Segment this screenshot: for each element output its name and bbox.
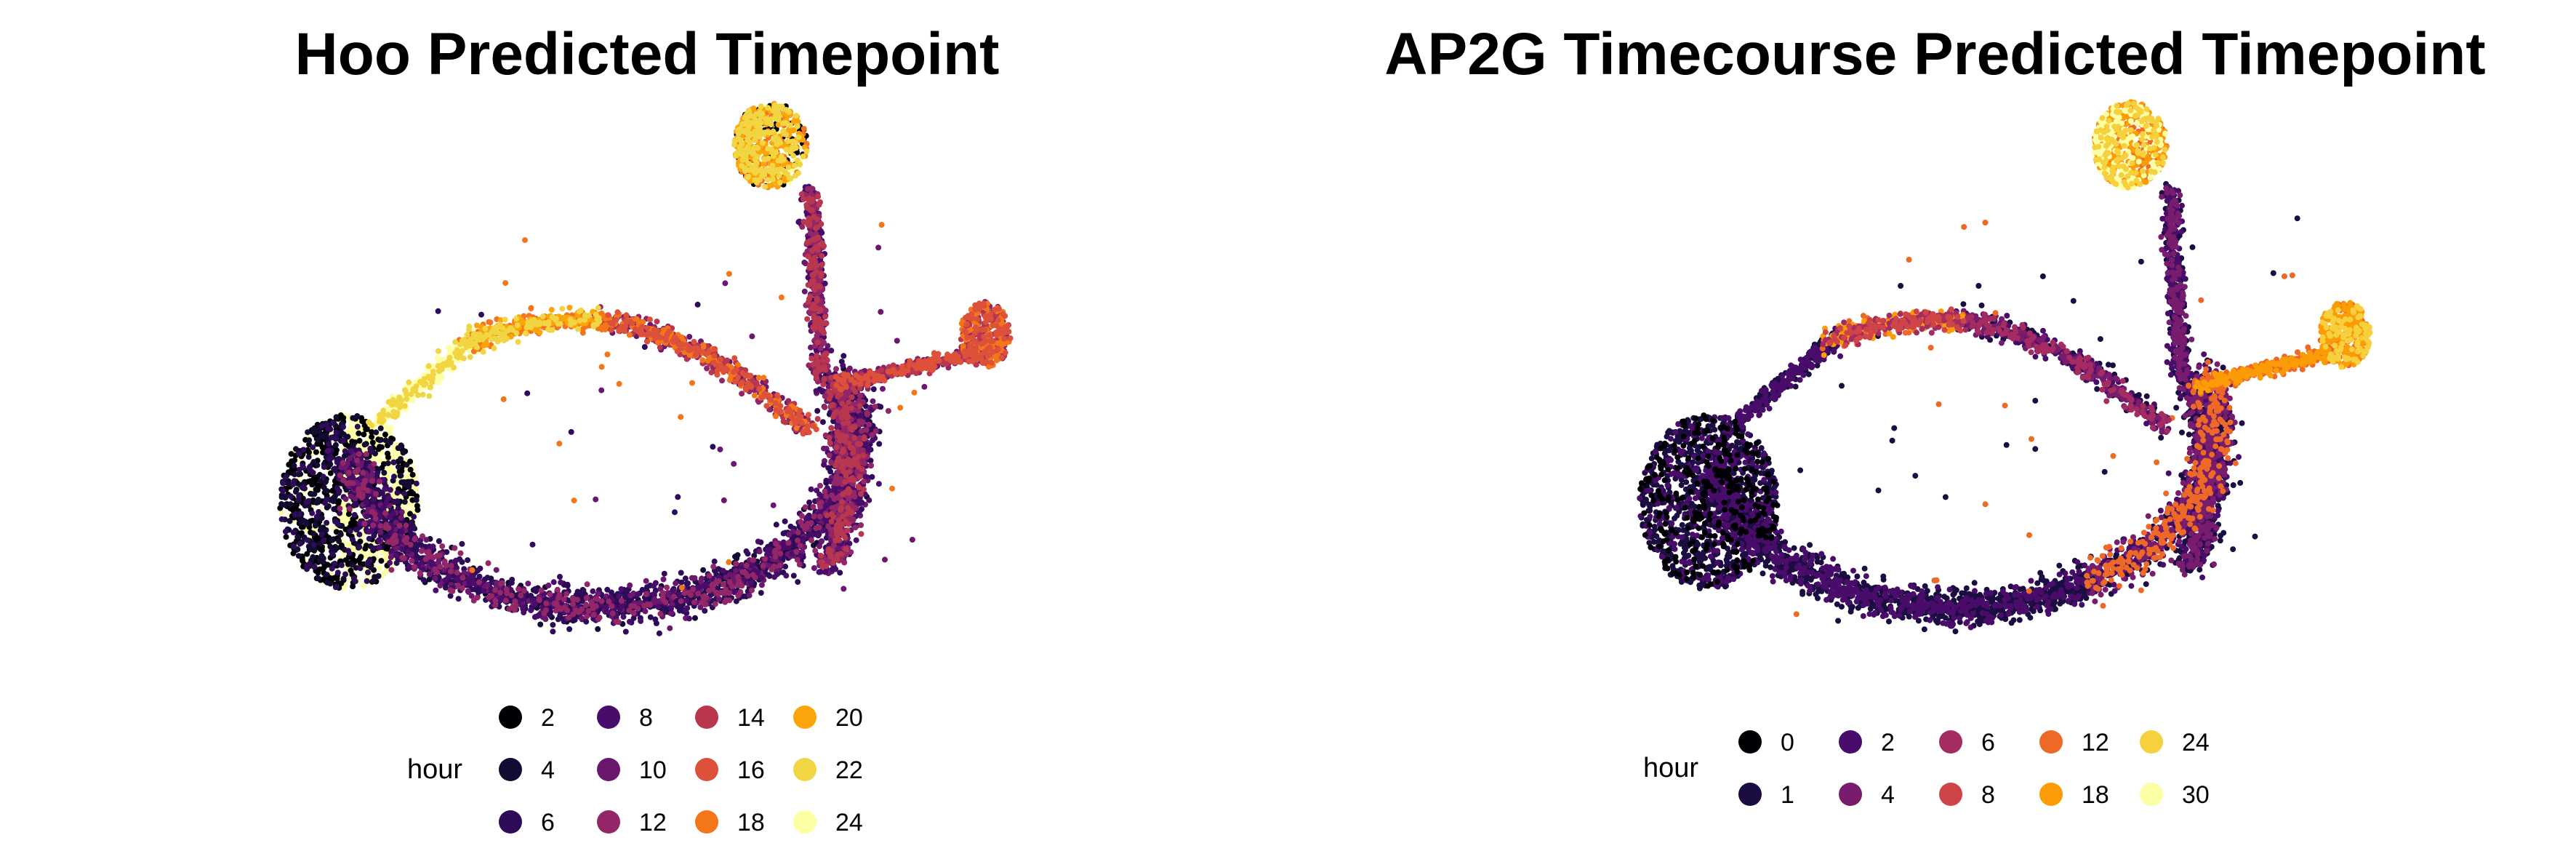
chart-title: Hoo Predicted Timepoint <box>294 21 1000 87</box>
chart-panel-hoo: Hoo Predicted Timepoint hour 2 4 6 8 10 12 14 16… <box>277 21 1014 836</box>
point-group <box>598 191 1011 570</box>
legend-swatch <box>597 758 620 781</box>
legend-swatch <box>597 706 620 729</box>
legend-label: 12 <box>639 809 667 836</box>
legend-label: 24 <box>835 809 863 836</box>
legend-label: 6 <box>541 809 555 836</box>
chart-title: AP2G Timecourse Predicted Timepoint <box>1384 21 2486 87</box>
legend-swatch <box>2140 783 2163 806</box>
legend-label: 8 <box>639 704 653 732</box>
chart-panel-ap2g: AP2G Timecourse Predicted Timepoint hour… <box>1294 0 2576 859</box>
point-group <box>605 300 1014 437</box>
legend-label: 18 <box>2082 781 2109 809</box>
legend-swatch <box>499 706 522 729</box>
legend-label: 10 <box>639 756 667 784</box>
legend-label: 24 <box>2182 729 2210 756</box>
legend-label: 16 <box>737 756 765 784</box>
legend-label: 2 <box>1881 729 1895 756</box>
legend-label: 0 <box>1781 729 1794 756</box>
legend-label: 6 <box>1981 729 1995 756</box>
point-group <box>1822 306 1967 348</box>
point-group <box>456 105 1012 591</box>
legend-swatch <box>499 810 522 834</box>
legend-swatch <box>1738 730 1762 754</box>
legend-label: 2 <box>541 704 555 732</box>
legend-label: 22 <box>835 756 863 784</box>
legend-label: 14 <box>737 704 765 732</box>
legend-swatch <box>2039 730 2063 754</box>
point-group <box>2092 100 2373 370</box>
legend-swatch <box>2039 783 2063 806</box>
legend-label: 4 <box>541 756 555 784</box>
legend-label: 8 <box>1981 781 1995 809</box>
legend-swatch <box>793 758 816 781</box>
point-group <box>1960 185 2238 604</box>
scatter-points <box>1637 99 2373 635</box>
legend-swatch <box>1738 783 1762 806</box>
legend-label: 1 <box>1781 781 1794 809</box>
point-group <box>1820 308 2172 434</box>
legend-swatch <box>2140 730 2163 754</box>
scatter-points <box>277 100 1014 636</box>
point-group <box>366 102 810 428</box>
legend-swatch <box>695 706 718 729</box>
legend-swatch <box>1939 730 1962 754</box>
legend-swatch <box>1839 783 1862 806</box>
legend-label: 4 <box>1881 781 1895 809</box>
legend-swatch <box>1939 783 1962 806</box>
legend-label: 12 <box>2082 729 2109 756</box>
legend-title: hour <box>1643 753 1698 783</box>
legend-swatch <box>695 758 718 781</box>
legend-swatch <box>499 758 522 781</box>
legend-swatch <box>1839 730 1862 754</box>
legend-title: hour <box>407 754 462 785</box>
legend-label: 18 <box>737 809 765 836</box>
point-group <box>277 103 809 591</box>
legend-swatch <box>793 706 816 729</box>
legend-swatch <box>597 810 620 834</box>
point-group <box>1637 412 1781 589</box>
legend-label: 30 <box>2182 781 2210 809</box>
legend-swatch <box>695 810 718 834</box>
legend-swatch <box>793 810 816 834</box>
point-group <box>1637 184 2242 631</box>
legend-label: 20 <box>835 704 863 732</box>
